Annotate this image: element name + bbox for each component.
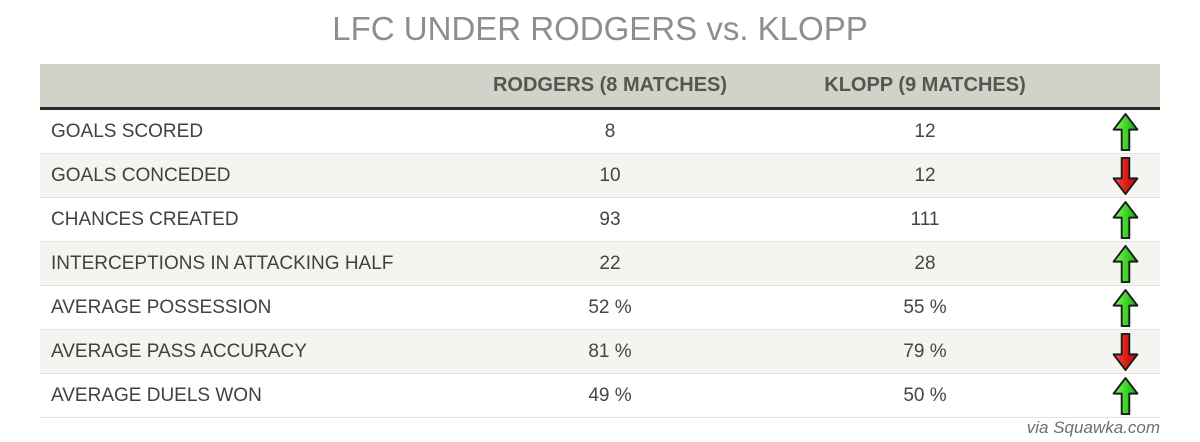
trend-up-icon xyxy=(1112,244,1138,283)
header-row: RODGERS (8 MATCHES) KLOPP (9 MATCHES) xyxy=(40,64,1160,110)
trend-up-icon xyxy=(1112,288,1138,327)
table-row: GOALS CONCEDED 10 12 xyxy=(40,153,1160,198)
table-row: GOALS SCORED 8 12 xyxy=(40,108,1160,154)
table-row: AVERAGE PASS ACCURACY 81 % 79 % xyxy=(40,329,1160,374)
trend-down-icon xyxy=(1112,156,1138,195)
metric-label: GOALS SCORED xyxy=(40,108,460,154)
header-trend-column xyxy=(1090,64,1160,110)
table-row: AVERAGE POSSESSION 52 % 55 % xyxy=(40,285,1160,330)
stats-table: RODGERS (8 MATCHES) KLOPP (9 MATCHES) GO… xyxy=(40,64,1160,418)
header-metric-column xyxy=(40,64,460,110)
trend-cell xyxy=(1090,329,1160,374)
rodgers-value: 49 % xyxy=(460,373,760,418)
header-klopp-column: KLOPP (9 MATCHES) xyxy=(760,64,1090,110)
rodgers-value: 22 xyxy=(460,241,760,286)
trend-cell xyxy=(1090,153,1160,198)
trend-down-icon xyxy=(1112,332,1138,371)
trend-cell xyxy=(1090,108,1160,154)
table-header: RODGERS (8 MATCHES) KLOPP (9 MATCHES) xyxy=(40,64,1160,110)
rodgers-value: 10 xyxy=(460,153,760,198)
trend-cell xyxy=(1090,241,1160,286)
klopp-value: 111 xyxy=(760,197,1090,242)
rodgers-value: 52 % xyxy=(460,285,760,330)
metric-label: INTERCEPTIONS IN ATTACKING HALF xyxy=(40,241,460,286)
metric-label: CHANCES CREATED xyxy=(40,197,460,242)
trend-up-icon xyxy=(1112,376,1138,415)
rodgers-value: 93 xyxy=(460,197,760,242)
metric-label: AVERAGE POSSESSION xyxy=(40,285,460,330)
klopp-value: 12 xyxy=(760,108,1090,154)
metric-label: AVERAGE PASS ACCURACY xyxy=(40,329,460,374)
klopp-value: 79 % xyxy=(760,329,1090,374)
metric-label: GOALS CONCEDED xyxy=(40,153,460,198)
trend-cell xyxy=(1090,197,1160,242)
table-row: INTERCEPTIONS IN ATTACKING HALF 22 28 xyxy=(40,241,1160,286)
trend-cell xyxy=(1090,285,1160,330)
metric-label: AVERAGE DUELS WON xyxy=(40,373,460,418)
table-row: AVERAGE DUELS WON 49 % 50 % xyxy=(40,373,1160,418)
header-rodgers-column: RODGERS (8 MATCHES) xyxy=(460,64,760,110)
page-title: LFC UNDER RODGERS vs. KLOPP xyxy=(332,10,868,47)
source-credit: via Squawka.com xyxy=(1026,418,1160,437)
klopp-value: 55 % xyxy=(760,285,1090,330)
table-row: CHANCES CREATED 93 111 xyxy=(40,197,1160,242)
rodgers-value: 8 xyxy=(460,108,760,154)
table-body: GOALS SCORED 8 12 GOALS CONCEDED 10 12 CHANCES… xyxy=(40,108,1160,418)
klopp-value: 28 xyxy=(760,241,1090,286)
trend-cell xyxy=(1090,373,1160,418)
klopp-value: 12 xyxy=(760,153,1090,198)
trend-up-icon xyxy=(1112,112,1138,151)
rodgers-value: 81 % xyxy=(460,329,760,374)
klopp-value: 50 % xyxy=(760,373,1090,418)
trend-up-icon xyxy=(1112,200,1138,239)
